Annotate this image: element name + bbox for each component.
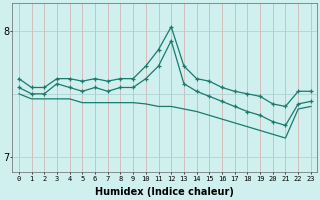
- X-axis label: Humidex (Indice chaleur): Humidex (Indice chaleur): [95, 187, 234, 197]
